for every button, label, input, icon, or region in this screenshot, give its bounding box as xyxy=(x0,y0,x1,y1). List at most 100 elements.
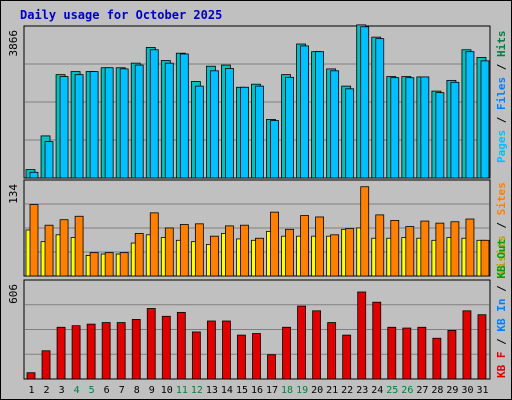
kbytes-bar xyxy=(297,305,306,380)
x-tick-label: 1 xyxy=(29,385,35,396)
sites-bar xyxy=(315,216,325,277)
kbytes-bar xyxy=(176,311,186,380)
x-tick-label: 30 xyxy=(461,385,473,396)
files-bar xyxy=(390,77,400,179)
x-tick-label: 22 xyxy=(341,385,353,396)
legend-item: KB In xyxy=(495,299,508,332)
sites-bar xyxy=(405,226,415,277)
x-axis-labels: 1 2 3 4 5 6 7 8 9 10 11 12 13 14 15 16 17 18 19 20 21 22 23 24 2… xyxy=(29,385,489,396)
chart-title: Daily usage for October 2025 xyxy=(20,8,222,22)
kbytes-bar xyxy=(161,315,171,380)
sites-bar xyxy=(360,186,370,277)
x-tick-label: 13 xyxy=(206,385,218,396)
files-bar xyxy=(300,45,309,179)
x-tick-label: 14 xyxy=(221,385,233,396)
x-tick-label: 11 xyxy=(176,385,188,396)
files-bar xyxy=(149,49,159,179)
x-tick-label: 7 xyxy=(119,385,125,396)
kbytes-bar xyxy=(237,334,246,380)
kbytes-bar xyxy=(477,314,487,380)
kbytes-bar xyxy=(26,372,36,380)
files-bar xyxy=(164,62,174,179)
files-bar xyxy=(134,64,144,179)
sites-bar xyxy=(119,252,129,277)
x-tick-label: 24 xyxy=(371,385,383,396)
x-tick-label: 9 xyxy=(149,385,155,396)
files-bar xyxy=(285,76,294,179)
sites-bar xyxy=(164,227,174,277)
x-tick-label: 19 xyxy=(296,385,308,396)
files-bar xyxy=(270,120,279,179)
kbytes-bar xyxy=(357,291,367,380)
hits-files-panel: 3866 xyxy=(7,24,491,179)
x-tick-label: 29 xyxy=(446,385,458,396)
sites-bar xyxy=(435,222,445,277)
sites-visits-panel: 134 xyxy=(7,179,491,277)
files-bar xyxy=(405,77,415,179)
sites-bar xyxy=(420,220,430,277)
legend-separator: / xyxy=(495,110,508,130)
kbytes-bar xyxy=(41,350,51,380)
kbytes-legend: KB F / KB In / KB Out xyxy=(495,239,508,378)
x-tick-label: 25 xyxy=(386,385,398,396)
kbytes-bar xyxy=(312,310,322,380)
kbytes-max-label: 606 xyxy=(7,284,20,304)
legend-item: KB F xyxy=(495,352,508,379)
files-bar xyxy=(74,74,84,179)
files-bar xyxy=(104,67,114,179)
x-tick-label: 27 xyxy=(416,385,428,396)
x-tick-label: 28 xyxy=(431,385,443,396)
files-bar xyxy=(59,76,69,179)
files-bar xyxy=(420,76,430,179)
sites-bar xyxy=(285,228,294,277)
sites-bar xyxy=(300,215,309,277)
sites-visits-max-label: 134 xyxy=(7,184,20,204)
files-bar xyxy=(255,85,264,179)
files-bar xyxy=(29,171,39,179)
kbytes-bar xyxy=(146,308,156,380)
files-bar xyxy=(480,60,490,179)
x-tick-label: 10 xyxy=(161,385,173,396)
files-bar xyxy=(360,26,370,179)
files-bar xyxy=(179,53,189,179)
sites-bar xyxy=(465,218,475,277)
hits-files-max-label: 3866 xyxy=(7,30,20,57)
legend-separator: / xyxy=(495,279,508,299)
sites-bar xyxy=(179,224,189,277)
hits-files-legend: Pages / Files / Hits xyxy=(495,31,508,164)
files-bar xyxy=(450,81,460,179)
files-bar xyxy=(315,51,325,179)
legend-item: Sites xyxy=(495,182,508,215)
files-bar xyxy=(345,88,355,179)
x-tick-label: 12 xyxy=(191,385,203,396)
sites-bar xyxy=(480,239,490,277)
kbytes-bar xyxy=(252,333,261,380)
legend-separator: / xyxy=(495,57,508,77)
kbytes-bar xyxy=(222,320,231,380)
kbytes-bar xyxy=(447,330,457,380)
x-tick-label: 18 xyxy=(281,385,293,396)
kbytes-bar xyxy=(372,301,382,380)
x-tick-label: 8 xyxy=(134,385,140,396)
kbytes-bar xyxy=(417,326,427,380)
sites-bar xyxy=(194,223,204,277)
sites-bar xyxy=(375,214,385,277)
kbytes-bar xyxy=(267,354,276,380)
sites-bar xyxy=(74,215,84,277)
x-tick-label: 2 xyxy=(44,385,50,396)
kbytes-bar xyxy=(191,331,201,380)
x-tick-label: 26 xyxy=(401,385,413,396)
kbytes-bar xyxy=(56,326,66,380)
kbytes-bar xyxy=(327,322,337,380)
kbytes-bar xyxy=(387,326,397,380)
sites-bar xyxy=(255,237,264,277)
files-bar xyxy=(465,51,475,179)
files-bar xyxy=(375,38,385,179)
kbytes-panel: 606 xyxy=(7,279,491,380)
chart-panels: 3866 134 606 xyxy=(7,24,491,380)
x-tick-label: 17 xyxy=(266,385,278,396)
legend-item: Pages xyxy=(495,130,508,163)
sites-bar xyxy=(149,212,159,277)
kbytes-bar xyxy=(462,310,472,380)
